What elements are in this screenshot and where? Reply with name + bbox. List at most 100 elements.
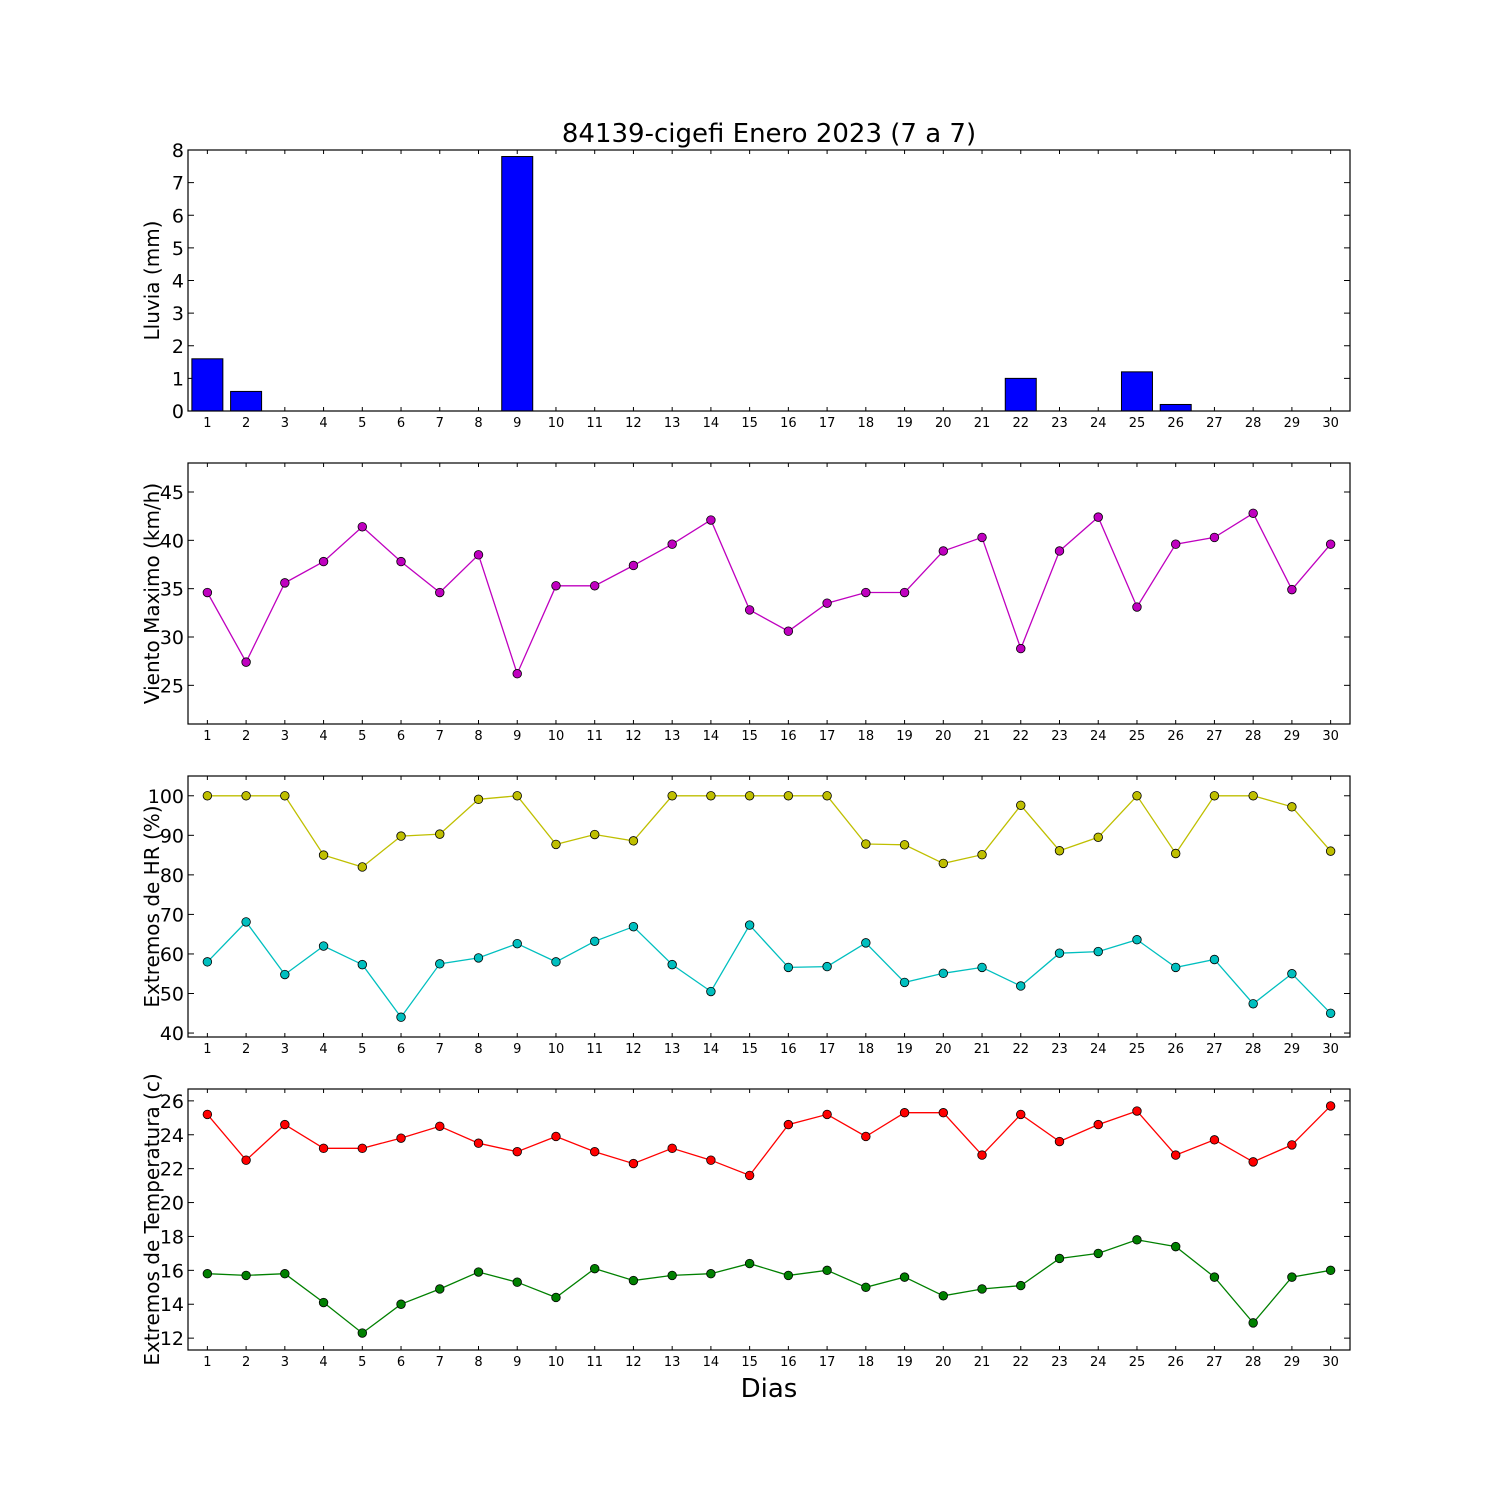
humidity-series-2-point <box>551 957 561 967</box>
temperature-series-2-point <box>512 1277 522 1287</box>
temperature-ytick-label: 16 <box>160 1260 184 1282</box>
rain-xtick-label: 27 <box>1206 416 1223 431</box>
rain-xtick-label: 1 <box>203 416 211 431</box>
humidity-xtick-label: 16 <box>780 1042 797 1057</box>
humidity-ytick-label: 50 <box>160 984 184 1006</box>
humidity-series-1-point <box>977 849 987 860</box>
temperature-xtick-label: 14 <box>703 1355 720 1370</box>
wind-xtick-label: 21 <box>974 729 991 744</box>
temperature-series-2-point <box>667 1270 677 1281</box>
temperature-xtick-label: 21 <box>974 1355 991 1370</box>
humidity-series-1-point <box>1054 846 1065 856</box>
humidity-series-2-point <box>202 957 213 967</box>
temperature-series-2-point <box>1093 1248 1103 1259</box>
x-axis-label: Dias <box>741 1374 798 1404</box>
humidity-series-1-point <box>473 794 484 805</box>
temperature-xtick-label: 30 <box>1322 1355 1339 1370</box>
rain-xtick-label: 14 <box>703 416 720 431</box>
rain-bar <box>230 390 263 412</box>
rain-xtick-label: 16 <box>780 416 797 431</box>
humidity-xtick-label: 8 <box>474 1042 482 1057</box>
humidity-series-1-point <box>628 836 639 846</box>
rain-xtick-label: 10 <box>548 416 565 431</box>
wind-xtick-label: 12 <box>625 729 642 744</box>
temperature-xtick-label: 25 <box>1129 1355 1146 1370</box>
humidity-ytick-label: 70 <box>160 904 184 926</box>
humidity-series-2-point <box>899 977 910 988</box>
temperature-series-1-point <box>1287 1140 1297 1150</box>
temperature-series-2-point <box>396 1299 406 1309</box>
temperature-series-2-point <box>590 1263 600 1274</box>
wind-series-1-point <box>938 546 949 556</box>
wind-ytick-label: 45 <box>160 482 184 504</box>
temperature-series-1-point <box>280 1119 290 1130</box>
humidity-series-2-point <box>280 969 290 980</box>
wind-xtick-label: 15 <box>741 729 758 744</box>
humidity-plot-frame <box>187 775 1351 1038</box>
wind-series-1-line <box>206 512 1332 676</box>
humidity-xtick-label: 10 <box>548 1042 565 1057</box>
wind-series-1-point <box>899 587 910 598</box>
temperature-ytick-label: 20 <box>160 1193 184 1215</box>
temperature-series-1-point <box>783 1119 794 1130</box>
temperature-series-1-point <box>435 1121 445 1131</box>
wind-xtick-label: 14 <box>703 729 720 744</box>
humidity-series-1-line <box>207 794 1332 868</box>
wind-xtick-label: 1 <box>203 729 211 744</box>
humidity-xtick-label: 18 <box>858 1042 875 1057</box>
temperature-series-1-point <box>1209 1135 1220 1145</box>
temperature-series-2-point <box>899 1272 910 1282</box>
rain-xtick-label: 4 <box>319 416 327 431</box>
wind-xtick-label: 10 <box>548 729 565 744</box>
wind-series-1-point <box>202 587 213 598</box>
humidity-ytick-label: 100 <box>148 786 184 808</box>
humidity-xtick-label: 7 <box>436 1042 444 1057</box>
wind-series-1-point <box>861 587 871 598</box>
temperature-xtick-label: 22 <box>1012 1355 1029 1370</box>
temperature-xtick-label: 10 <box>548 1355 565 1370</box>
temperature-ytick-label: 18 <box>160 1226 184 1248</box>
wind-series-1-point <box>512 669 522 679</box>
wind-xtick-label: 19 <box>896 729 913 744</box>
temperature-series-2-point <box>628 1275 639 1286</box>
temperature-xtick-label: 6 <box>397 1355 405 1370</box>
temperature-xtick-label: 12 <box>625 1355 642 1370</box>
humidity-series-1-point <box>396 831 406 841</box>
rain-xtick-label: 18 <box>858 416 875 431</box>
rain-bar <box>191 358 224 412</box>
humidity-series-2-point <box>1209 954 1220 965</box>
humidity-series-2-point <box>822 961 832 972</box>
humidity-series-2-point <box>977 962 987 973</box>
rain-ytick-label: 2 <box>172 336 184 358</box>
temperature-series-1-point <box>744 1170 755 1181</box>
wind-series-1-point <box>280 578 290 588</box>
humidity-xtick-label: 6 <box>397 1042 405 1057</box>
temperature-series-2-point <box>783 1270 794 1281</box>
rain-xtick-label: 11 <box>586 416 603 431</box>
humidity-xtick-label: 2 <box>242 1042 250 1057</box>
temperature-ytick-label: 14 <box>160 1294 184 1316</box>
humidity-xtick-label: 11 <box>586 1042 603 1057</box>
rain-xtick-label: 13 <box>664 416 681 431</box>
rain-ytick-label: 6 <box>172 205 184 227</box>
wind-xtick-label: 16 <box>780 729 797 744</box>
humidity-series-1-point <box>783 791 794 801</box>
humidity-xtick-label: 15 <box>741 1042 758 1057</box>
humidity-series-1-point <box>822 791 832 801</box>
rain-xtick-label: 3 <box>281 416 289 431</box>
wind-series-1-point <box>1248 508 1258 518</box>
temperature-ytick-label: 22 <box>160 1159 184 1181</box>
humidity-series-1-point <box>1132 791 1142 801</box>
rain-ytick-label: 3 <box>172 303 184 325</box>
humidity-series-2-point <box>783 962 794 973</box>
temperature-series-2-point <box>977 1284 987 1294</box>
humidity-xtick-label: 3 <box>281 1042 289 1057</box>
rain-bar <box>1159 403 1192 412</box>
temperature-series-1-line <box>206 1105 1332 1177</box>
temperature-series-1-point <box>628 1158 639 1169</box>
rain-ytick-label: 7 <box>172 173 184 195</box>
chart-title: 84139-cigefi Enero 2023 (7 a 7) <box>562 119 976 149</box>
humidity-xtick-label: 13 <box>664 1042 681 1057</box>
